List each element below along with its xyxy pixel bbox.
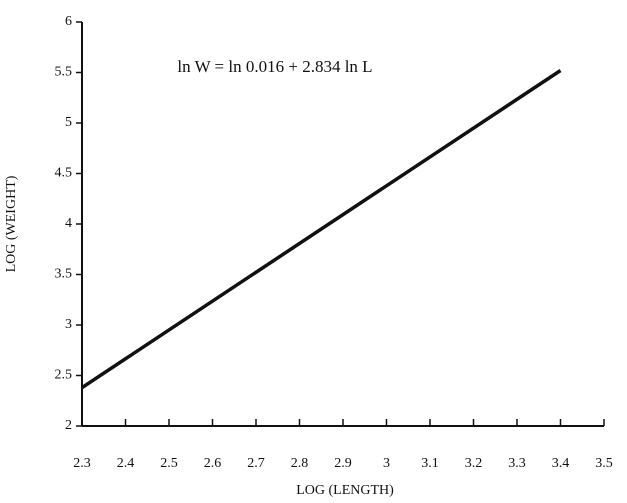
x-tick-label: 2.4 [117,456,135,471]
line [81,69,562,390]
y-tick-label: 2 [65,418,72,433]
x-tick-label: 2.6 [204,456,222,471]
y-tick-label: 5 [65,115,72,130]
x-tick-label: 2.3 [73,456,91,471]
y-tick-label: 3.5 [55,267,73,282]
x-tick-label: 3.2 [465,456,483,471]
annotation: ln W = ln 0.016 + 2.834 ln L [177,57,372,76]
y-tick-label: 3 [65,317,72,332]
y-tick-label: 4.5 [55,166,73,181]
x-tick-label: 3.3 [508,456,526,471]
x-axis-label: LOG (LENGTH) [296,483,394,498]
y-tick-label: 5.5 [55,65,73,80]
x-tick-label: 2.8 [291,456,309,471]
x-tick-label: 3.1 [421,456,439,471]
x-tick-label: 2.9 [334,456,352,471]
y-tick-label: 4 [65,216,72,231]
x-tick-label: 3.4 [552,456,570,471]
x-tick-label: 2.7 [247,456,265,471]
y-axis-label: LOG (WEIGHT) [4,175,19,272]
x-tick-label: 2.5 [160,456,178,471]
y-tick-label: 2.5 [55,368,73,383]
x-tick-label: 3 [383,456,390,471]
x-tick-label: 3.5 [595,456,613,471]
y-tick-label: 6 [65,14,72,29]
